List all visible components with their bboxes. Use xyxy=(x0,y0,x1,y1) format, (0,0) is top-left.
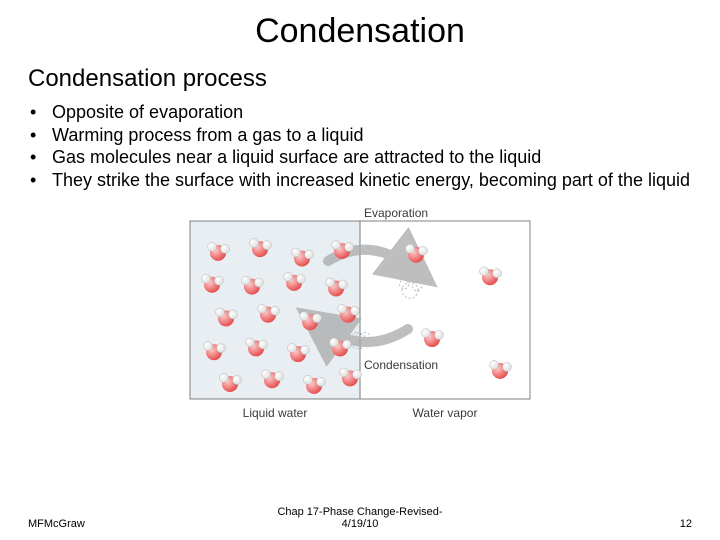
footer-page-number: 12 xyxy=(572,518,692,530)
list-item: •They strike the surface with increased … xyxy=(28,169,692,192)
list-item: •Gas molecules near a liquid surface are… xyxy=(28,146,692,169)
slide-subtitle: Condensation process xyxy=(28,65,692,93)
condensation-diagram: Evaporation Condensation Liquid water Water… xyxy=(180,201,540,441)
footer-author: MFMcGraw xyxy=(28,518,148,530)
slide-title: Condensation xyxy=(28,12,692,51)
footer-date: 4/19/10 xyxy=(342,518,379,530)
svg-text:Condensation: Condensation xyxy=(364,358,438,372)
svg-text:Water vapor: Water vapor xyxy=(413,406,478,420)
list-item: •Warming process from a gas to a liquid xyxy=(28,124,692,147)
bullet-text: Warming process from a gas to a liquid xyxy=(52,124,692,147)
bullet-text: They strike the surface with increased k… xyxy=(52,169,692,192)
bullet-text: Opposite of evaporation xyxy=(52,101,692,124)
slide-footer: MFMcGraw Chap 17-Phase Change-Revised- 4… xyxy=(0,506,720,530)
footer-center: Chap 17-Phase Change-Revised- 4/19/10 xyxy=(148,506,572,530)
svg-text:Liquid water: Liquid water xyxy=(243,406,308,420)
svg-text:Evaporation: Evaporation xyxy=(364,206,428,220)
list-item: •Opposite of evaporation xyxy=(28,101,692,124)
bullet-text: Gas molecules near a liquid surface are … xyxy=(52,146,692,169)
bullet-list: •Opposite of evaporation •Warming proces… xyxy=(28,101,692,191)
footer-chapter: Chap 17-Phase Change-Revised- xyxy=(277,506,442,518)
